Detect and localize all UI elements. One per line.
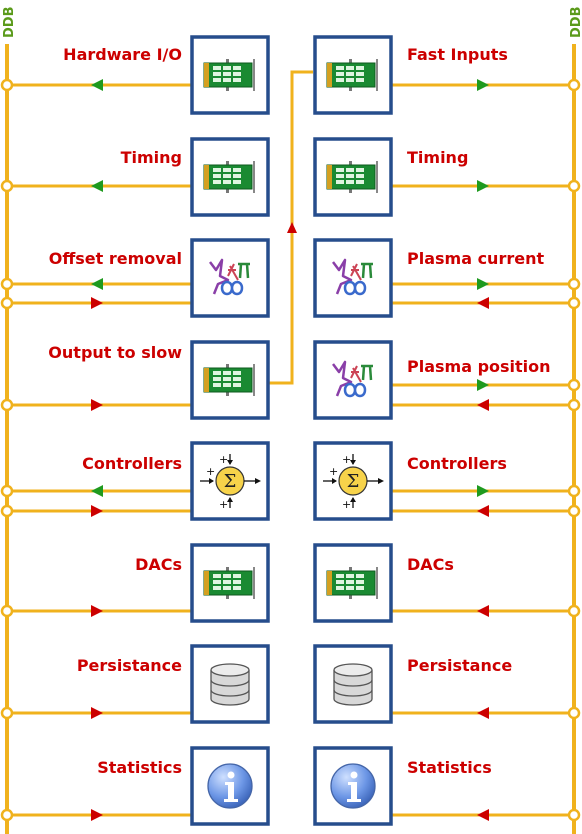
module-label: Plasma position xyxy=(407,357,551,376)
info-icon xyxy=(207,763,253,809)
board-icon xyxy=(203,363,256,397)
bus-node xyxy=(0,296,14,310)
right-row-7: Statistics xyxy=(313,746,581,826)
left-row-5: DACs xyxy=(0,543,270,623)
right-row-1: Timing xyxy=(313,137,581,217)
bus-node xyxy=(567,484,581,498)
left-row-2: Offset removal xyxy=(0,238,270,318)
board-icon xyxy=(203,566,256,600)
read-arrow xyxy=(477,278,489,290)
module-box[interactable] xyxy=(190,644,270,724)
write-arrow xyxy=(91,505,103,517)
module-label: Hardware I/O xyxy=(63,45,182,64)
right-row-3: Plasma position xyxy=(313,340,581,420)
module-box[interactable] xyxy=(313,746,393,826)
bus-node xyxy=(0,484,14,498)
read-arrow xyxy=(477,79,489,91)
bus-node xyxy=(567,504,581,518)
read-arrow xyxy=(477,379,489,391)
write-arrow xyxy=(477,505,489,517)
board-icon xyxy=(326,566,379,600)
board-icon xyxy=(326,160,379,194)
right-row-6: Persistance xyxy=(313,644,581,724)
left-row-0: Hardware I/O xyxy=(0,35,270,115)
bus-node xyxy=(0,706,14,720)
bus-node xyxy=(567,808,581,822)
left-row-7: Statistics xyxy=(0,746,270,826)
left-row-1: Timing xyxy=(0,137,270,217)
module-label: Persistance xyxy=(407,656,512,675)
bus-node xyxy=(567,179,581,193)
module-label: Fast Inputs xyxy=(407,45,508,64)
module-label: Offset removal xyxy=(49,249,182,268)
bus-node xyxy=(0,604,14,618)
board-icon xyxy=(203,58,256,92)
bus-node xyxy=(567,398,581,412)
write-arrow xyxy=(477,297,489,309)
write-arrow xyxy=(91,707,103,719)
read-arrow xyxy=(477,180,489,192)
database-icon xyxy=(333,663,373,706)
module-label: Statistics xyxy=(97,758,182,777)
module-box[interactable] xyxy=(313,238,393,318)
write-arrow xyxy=(477,707,489,719)
bus-node xyxy=(0,504,14,518)
write-arrow xyxy=(91,809,103,821)
right-row-4: Controllers xyxy=(313,441,581,521)
write-arrow xyxy=(477,809,489,821)
module-label: DACs xyxy=(407,555,454,574)
module-label: Output to slow xyxy=(48,343,182,362)
read-arrow xyxy=(477,485,489,497)
read-arrow xyxy=(91,485,103,497)
module-label: Controllers xyxy=(407,454,507,473)
right-row-2: Plasma current xyxy=(313,238,581,318)
bus-node xyxy=(0,398,14,412)
right-row-5: DACs xyxy=(313,543,581,623)
module-label: Persistance xyxy=(77,656,182,675)
left-row-4: Controllers xyxy=(0,441,270,521)
bus-node xyxy=(0,277,14,291)
read-arrow xyxy=(91,79,103,91)
module-label: Timing xyxy=(407,148,468,167)
module-label: Statistics xyxy=(407,758,492,777)
ddb-label-left: DDB xyxy=(2,7,17,39)
write-arrow xyxy=(477,605,489,617)
bus-node xyxy=(567,706,581,720)
bus-node xyxy=(567,604,581,618)
bus-node xyxy=(0,179,14,193)
bus-node xyxy=(0,808,14,822)
board-icon xyxy=(203,160,256,194)
module-label: Timing xyxy=(121,148,182,167)
bus-node xyxy=(567,78,581,92)
bus-node xyxy=(567,296,581,310)
write-arrow xyxy=(91,297,103,309)
module-box[interactable] xyxy=(313,340,393,420)
module-label: DACs xyxy=(135,555,182,574)
write-arrow xyxy=(91,605,103,617)
info-icon xyxy=(330,763,376,809)
module-label: Controllers xyxy=(82,454,182,473)
bus-node xyxy=(567,378,581,392)
read-arrow xyxy=(91,180,103,192)
read-arrow xyxy=(91,278,103,290)
bus-node xyxy=(0,78,14,92)
left-row-3: Output to slow xyxy=(0,340,270,420)
right-row-0: Fast Inputs xyxy=(313,35,581,115)
database-icon xyxy=(210,663,250,706)
module-label: Plasma current xyxy=(407,249,544,268)
left-row-6: Persistance xyxy=(0,644,270,724)
module-box[interactable] xyxy=(190,238,270,318)
slow-to-fast-arrow xyxy=(287,222,297,233)
write-arrow xyxy=(91,399,103,411)
board-icon xyxy=(326,58,379,92)
bus-node xyxy=(567,277,581,291)
write-arrow xyxy=(477,399,489,411)
ddb-label-right: DDB xyxy=(569,7,582,39)
